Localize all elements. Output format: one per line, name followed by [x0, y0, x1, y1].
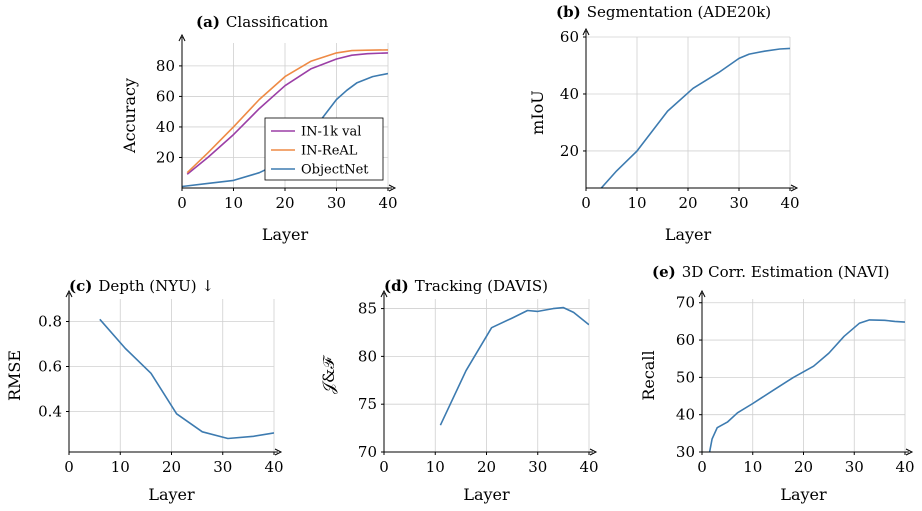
- chart-panel-a: 0 10 20 30 40 20 40 60 80 Layer Accuracy (a) Classif…: [120, 13, 398, 244]
- x-tick-label: 0: [177, 194, 187, 212]
- y-tick-label: 75: [358, 395, 377, 413]
- y-tick-label: 0.4: [38, 403, 62, 421]
- y-axis-label: RMSE: [5, 350, 24, 401]
- x-axis-arrow: [589, 448, 598, 456]
- y-tick-label: 40: [560, 85, 579, 103]
- y-tick-label: 60: [676, 331, 695, 349]
- y-axis-arrow: [380, 289, 388, 298]
- panel-title-text: 3D Corr. Estimation (NAVI): [682, 263, 890, 281]
- chart-title: (e) 3D Corr. Estimation (NAVI): [652, 263, 889, 281]
- chart-panel-b: 0 10 20 30 40 20 40 60 Layer mIoU (b) Segmentation …: [528, 3, 800, 244]
- y-tick-label: 30: [676, 443, 695, 461]
- y-axis-label: 𝒥&ℱ: [319, 355, 338, 394]
- chart-panel-d: 0 10 20 30 40 70 75 80 85 Layer 𝒥&ℱ (d) Tracking (DA…: [319, 277, 599, 504]
- panel-letter: (e): [652, 263, 676, 281]
- x-tick-label: 30: [845, 458, 864, 476]
- series-line-main: [708, 319, 905, 452]
- x-tick-label: 30: [213, 458, 232, 476]
- x-tick-label: 10: [743, 458, 762, 476]
- x-tick-label: 0: [64, 458, 74, 476]
- series-line-main: [600, 47, 790, 188]
- y-tick-label: 50: [676, 368, 695, 386]
- series-line-in-real: [186, 49, 388, 174]
- y-axis-label: Accuracy: [120, 78, 139, 154]
- chart-title: (c) Depth (NYU) ↓: [69, 277, 214, 295]
- panel-letter: (d): [384, 277, 409, 295]
- x-tick-label: 0: [581, 194, 591, 212]
- x-tick-label: 20: [162, 458, 181, 476]
- legend-entry: IN-1k val: [301, 125, 361, 140]
- x-tick-label: 10: [426, 458, 445, 476]
- y-tick-label: 20: [560, 142, 579, 160]
- x-tick-label: 40: [895, 458, 914, 476]
- y-tick-label: 60: [560, 28, 579, 46]
- y-tick-label: 60: [156, 87, 175, 105]
- x-axis-label: Layer: [780, 485, 827, 504]
- x-tick-label: 20: [794, 458, 813, 476]
- panel-title-text: Segmentation (ADE20k): [587, 3, 771, 21]
- y-tick-label: 40: [676, 406, 695, 424]
- legend-entry: ObjectNet: [301, 163, 369, 178]
- y-tick-label: 85: [358, 300, 377, 318]
- panel-title-text: Depth (NYU) ↓: [98, 277, 214, 295]
- x-tick-label: 40: [780, 194, 799, 212]
- x-tick-label: 30: [729, 194, 748, 212]
- x-tick-label: 0: [697, 458, 707, 476]
- panel-letter: (c): [69, 277, 92, 295]
- x-tick-label: 40: [378, 194, 397, 212]
- y-tick-label: 20: [156, 148, 175, 166]
- chart-panel-c: 0 10 20 30 40 0.4 0.6 0.8 Layer RMSE (c) Depth (NYU…: [5, 277, 284, 504]
- y-tick-label: 70: [676, 294, 695, 312]
- x-tick-label: 40: [264, 458, 283, 476]
- y-axis-arrow: [65, 289, 73, 298]
- y-tick-label: 70: [358, 443, 377, 461]
- chart-title: (d) Tracking (DAVIS): [384, 277, 548, 295]
- x-tick-label: 10: [224, 194, 243, 212]
- y-tick-label: 0.6: [38, 358, 62, 376]
- x-tick-label: 30: [327, 194, 346, 212]
- x-axis-arrow: [790, 184, 799, 192]
- chart-title: (b) Segmentation (ADE20k): [556, 3, 771, 21]
- x-axis-label: Layer: [262, 225, 309, 244]
- series-line-main: [99, 318, 274, 440]
- x-axis-label: Layer: [463, 485, 510, 504]
- series-line-main: [439, 306, 589, 426]
- y-axis-arrow: [698, 289, 706, 298]
- x-axis-arrow: [388, 184, 397, 192]
- x-tick-label: 30: [528, 458, 547, 476]
- x-axis-label: Layer: [665, 225, 712, 244]
- y-tick-label: 80: [358, 347, 377, 365]
- y-axis-label: Recall: [639, 350, 658, 400]
- x-tick-label: 10: [627, 194, 646, 212]
- y-axis-arrow: [582, 27, 590, 36]
- x-tick-label: 0: [379, 458, 389, 476]
- x-tick-label: 20: [275, 194, 294, 212]
- x-tick-label: 40: [579, 458, 598, 476]
- panel-letter: (a): [196, 13, 220, 31]
- y-tick-label: 0.8: [38, 313, 62, 331]
- x-tick-label: 20: [678, 194, 697, 212]
- legend-entry: IN-ReAL: [301, 144, 358, 159]
- panel-title-text: Tracking (DAVIS): [415, 277, 548, 295]
- x-axis-arrow: [274, 448, 283, 456]
- chart-title: (a) Classification: [196, 13, 329, 31]
- x-axis-arrow: [905, 448, 914, 456]
- panel-letter: (b): [556, 3, 581, 21]
- y-tick-label: 40: [156, 118, 175, 136]
- x-tick-label: 20: [477, 458, 496, 476]
- y-axis-arrow: [178, 33, 186, 42]
- x-axis-label: Layer: [148, 485, 195, 504]
- series-line-in-1k-val: [186, 52, 388, 175]
- chart-panel-e: 0 10 20 30 40 30 40 50 60 70 Layer Recall (e) 3D Corr…: [639, 263, 915, 504]
- y-axis-label: mIoU: [528, 90, 547, 135]
- panel-title-text: Classification: [226, 13, 329, 31]
- x-tick-label: 10: [111, 458, 130, 476]
- y-tick-label: 80: [156, 57, 175, 75]
